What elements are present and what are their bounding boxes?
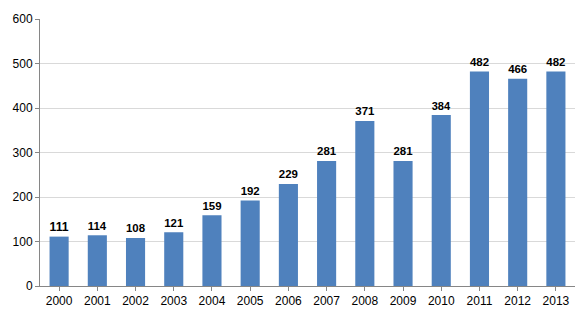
svg-text:229: 229 <box>279 168 298 180</box>
svg-text:2012: 2012 <box>504 294 531 308</box>
svg-text:2000: 2000 <box>46 294 73 308</box>
svg-text:2011: 2011 <box>467 294 493 308</box>
svg-text:2013: 2013 <box>543 294 570 308</box>
svg-text:2007: 2007 <box>313 294 340 308</box>
svg-text:2006: 2006 <box>275 294 302 308</box>
svg-text:2008: 2008 <box>351 294 378 308</box>
svg-text:159: 159 <box>202 200 221 212</box>
svg-text:281: 281 <box>393 145 413 157</box>
svg-text:200: 200 <box>13 190 33 204</box>
svg-text:500: 500 <box>13 57 33 71</box>
svg-text:600: 600 <box>13 12 33 26</box>
svg-text:384: 384 <box>432 100 451 112</box>
svg-text:2001: 2001 <box>84 294 111 308</box>
svg-text:400: 400 <box>13 101 33 115</box>
svg-text:300: 300 <box>13 146 33 160</box>
svg-text:108: 108 <box>126 222 146 234</box>
svg-text:2003: 2003 <box>160 294 187 308</box>
svg-text:2004: 2004 <box>199 294 226 308</box>
svg-text:281: 281 <box>317 145 337 157</box>
svg-text:100: 100 <box>13 235 33 249</box>
svg-text:371: 371 <box>355 105 375 117</box>
svg-text:2009: 2009 <box>390 294 417 308</box>
svg-text:192: 192 <box>241 185 260 197</box>
svg-text:121: 121 <box>164 217 184 229</box>
svg-text:2005: 2005 <box>237 294 264 308</box>
svg-text:482: 482 <box>546 56 565 68</box>
svg-text:466: 466 <box>508 63 527 75</box>
svg-text:482: 482 <box>470 56 489 68</box>
svg-text:111: 111 <box>50 220 69 234</box>
svg-text:114: 114 <box>88 220 107 232</box>
svg-text:2010: 2010 <box>428 294 455 308</box>
svg-text:2002: 2002 <box>122 294 149 308</box>
svg-text:0: 0 <box>26 279 33 293</box>
